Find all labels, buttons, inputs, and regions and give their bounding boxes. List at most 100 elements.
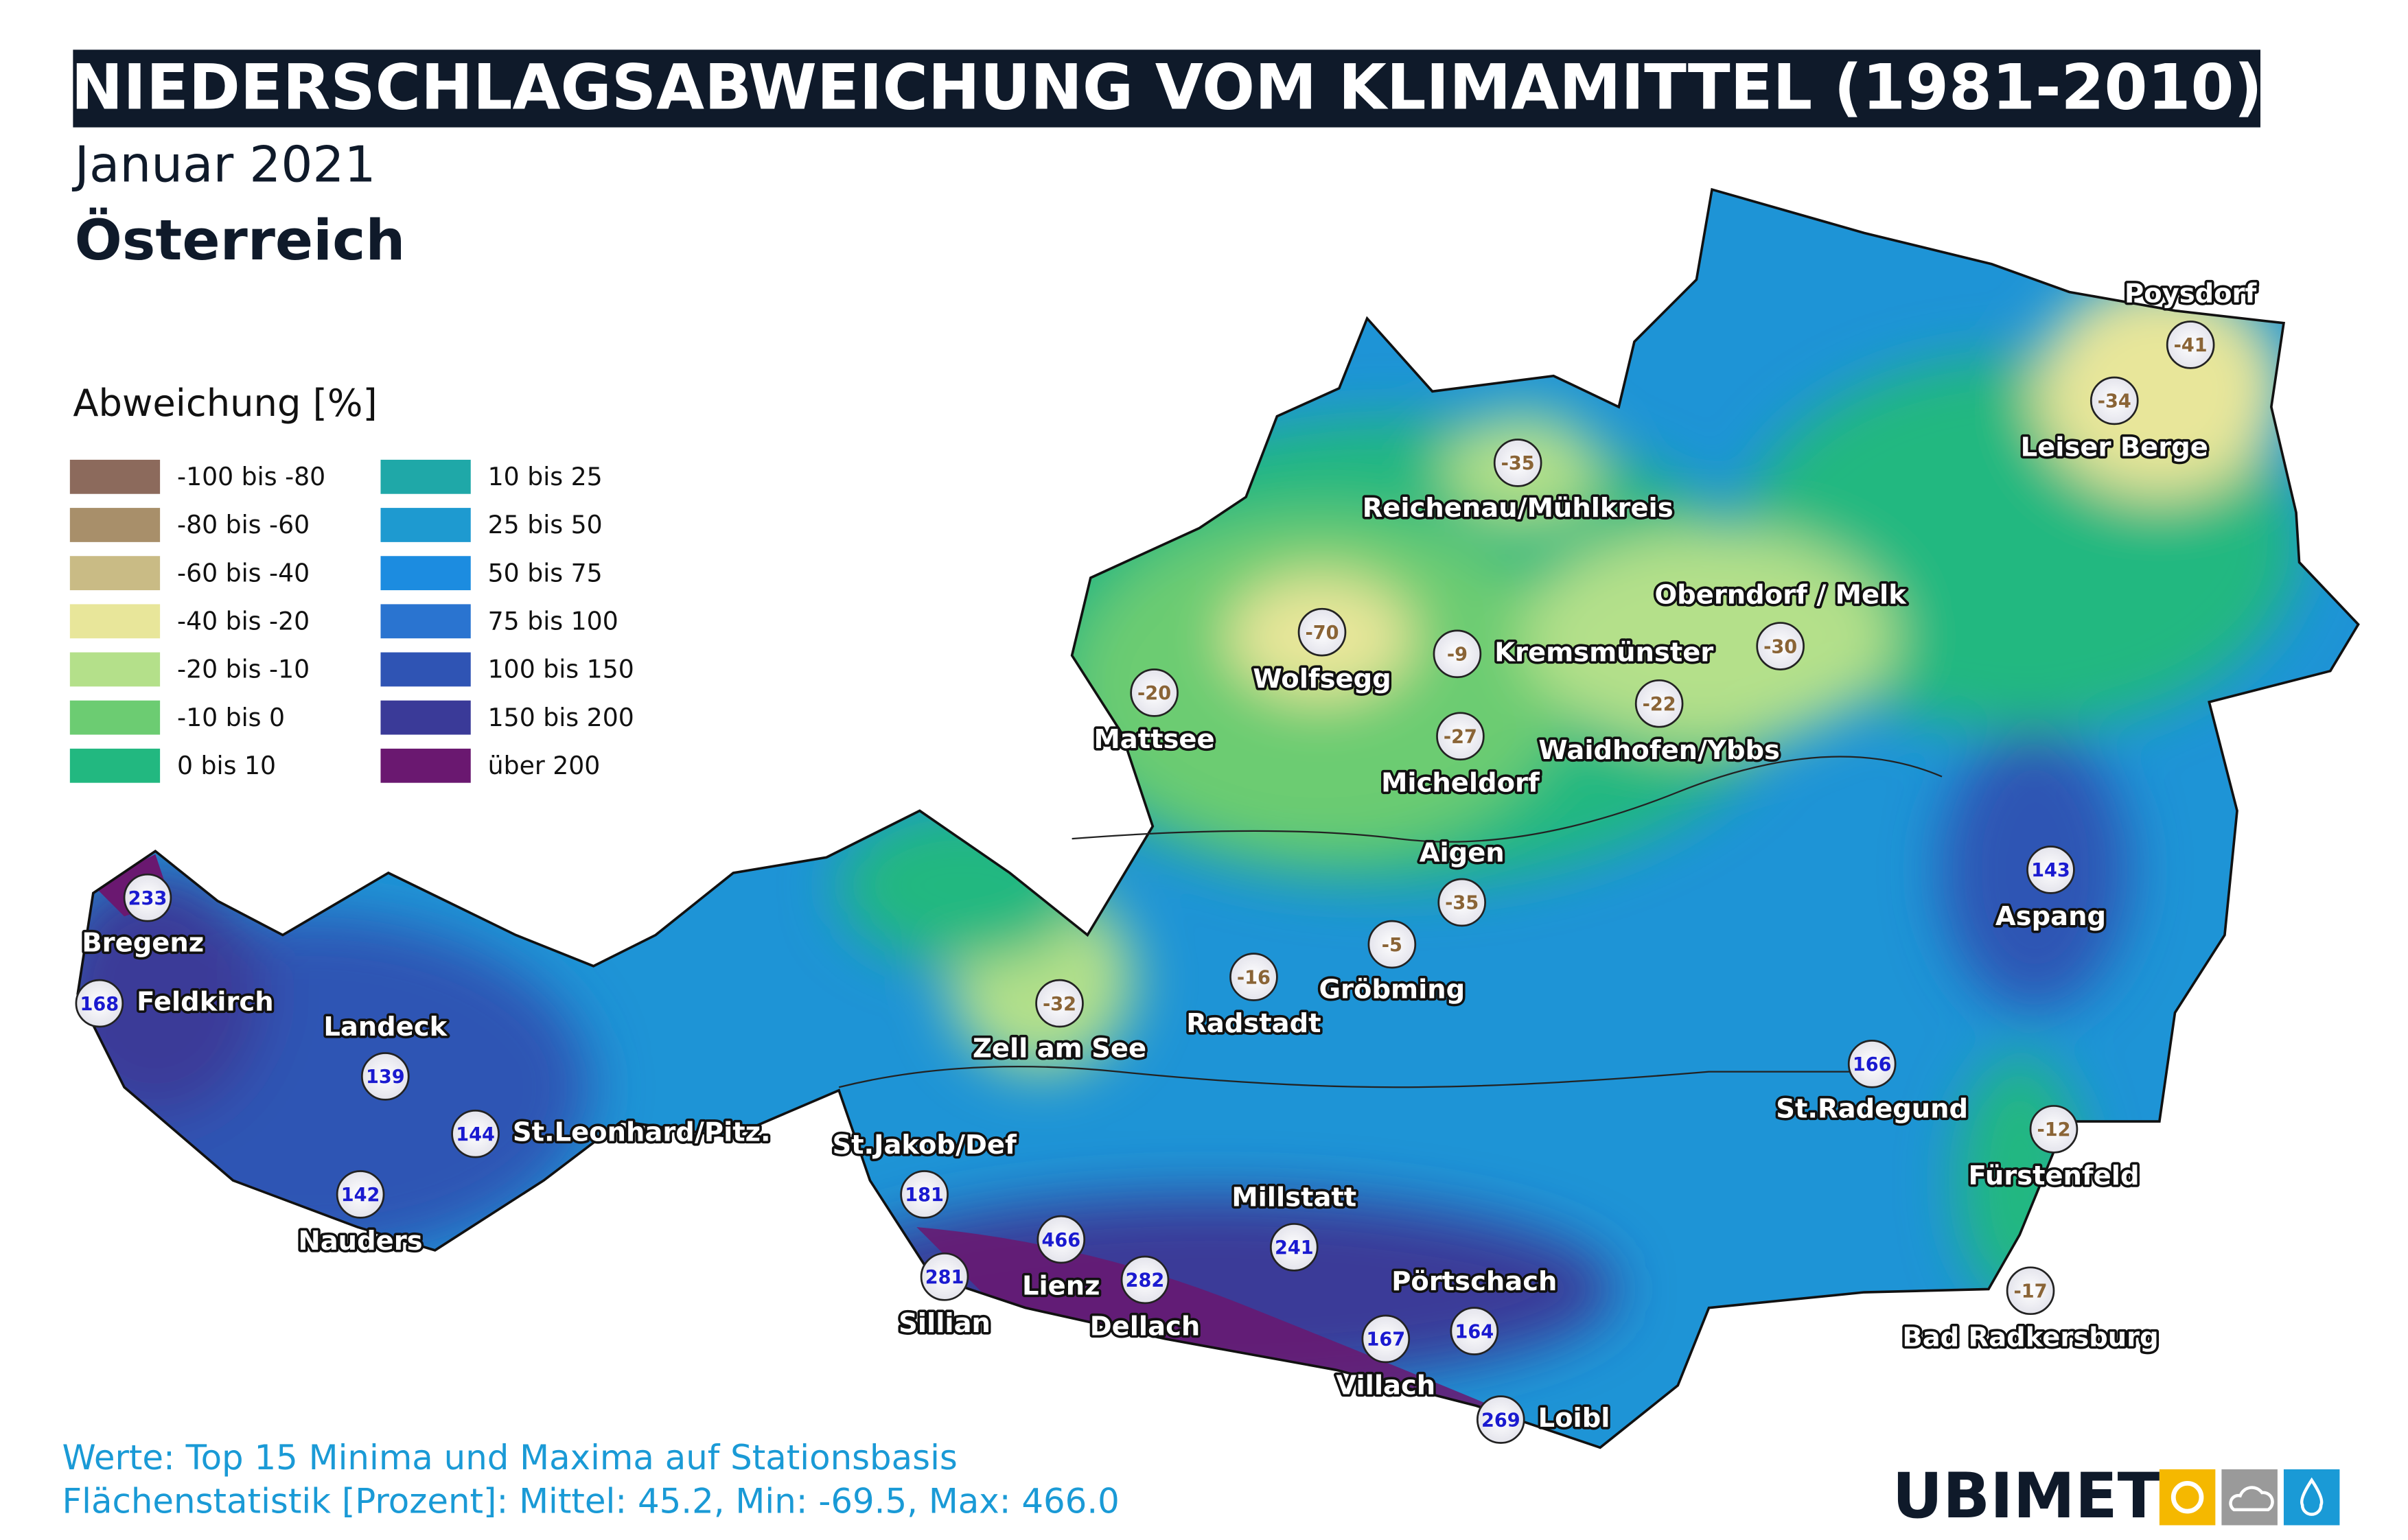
legend-swatch [380,459,471,494]
station-marker [123,873,172,922]
station-value: 281 [925,1267,964,1288]
station-name: Waidhofen/Ybbs [1538,735,1780,766]
legend-swatch [69,508,161,542]
station-value: -22 [1643,694,1676,715]
station-value: 166 [1853,1054,1892,1075]
station-marker [451,1109,500,1158]
logo-cloud [2229,1486,2274,1512]
legend-swatch [69,700,161,735]
station-name: St.Leonhard/Pitz. [513,1117,771,1148]
region: Österreich [75,207,406,273]
station-marker [1120,1255,1170,1305]
station-marker [1450,1307,1499,1355]
station-value: -34 [2098,391,2131,412]
station-name: Sillian [899,1308,991,1339]
title: NIEDERSCHLAGSABWEICHUNG VOM KLIMAMITTEL … [71,51,2262,124]
station-marker [75,979,124,1028]
station-name: St.Jakob/Def [832,1130,1017,1160]
station-value: 241 [1275,1237,1314,1259]
station-value: -12 [2037,1119,2070,1141]
station-marker [1437,878,1487,927]
station-value: -17 [2014,1281,2048,1303]
station-name: Bad Radkersburg [1902,1322,2158,1353]
station-name: Leiser Berge [2021,432,2208,463]
legend-swatch [380,604,471,639]
title-bar [73,49,2260,128]
station-name: Reichenau/Mühlkreis [1363,493,1674,524]
station-marker [1229,953,1278,1001]
legend-swatch [69,652,161,687]
legend-label: -100 bis -80 [177,462,325,491]
logo-drop [2300,1477,2324,1516]
station-value: -27 [1444,727,1477,748]
station-name: Pörtschach [1391,1266,1557,1297]
station-name: Gröbming [1319,974,1465,1005]
station-value: 269 [1481,1410,1520,1431]
station-name: Landeck [323,1012,448,1042]
station-name: Mattsee [1094,724,1215,755]
station-marker [1436,712,1485,761]
station-marker [336,1170,385,1219]
legend-swatch [380,556,471,591]
station-name: Nauders [299,1226,423,1257]
legend-swatch [380,700,471,735]
station-name: Villach [1336,1370,1435,1401]
station-marker [360,1052,410,1101]
legend-label: -80 bis -60 [177,510,310,539]
legend-swatch [69,556,161,591]
station-value: -5 [1382,935,1402,956]
logo-icon [2221,1469,2278,1526]
station-value: -41 [2174,335,2208,356]
legend-swatch [380,748,471,783]
legend-label: 10 bis 25 [488,462,603,491]
station-name: Oberndorf / Melk [1654,580,1907,611]
footer-stats: Flächenstatistik [Prozent]: Mittel: 45.2… [62,1481,1120,1521]
station-marker [1361,1314,1411,1364]
stations: -41 Poysdorf -34 Leiser Berge -35 Reichenau/M… [75,276,2260,1444]
station-value: -20 [1137,683,1171,704]
station-marker [1367,920,1417,969]
legend-label: über 200 [488,751,601,780]
station-value: 167 [1366,1329,1405,1351]
legend-label: -40 bis -20 [177,607,310,636]
station-value: 233 [128,888,167,909]
station-marker [1297,607,1347,657]
station-marker [1269,1223,1319,1272]
station-marker [2089,376,2139,425]
logo-sun [2170,1480,2204,1514]
station-marker [2026,845,2075,894]
station-name: Kremsmünster [1494,637,1713,668]
station-value: -16 [1237,967,1271,988]
legend-swatch [69,604,161,639]
station-value: -70 [1305,622,1339,644]
subtitle: Januar 2021 [72,136,376,194]
station-name: Millstatt [1231,1182,1356,1213]
station-marker [1634,679,1684,728]
station-marker [1130,668,1179,717]
station-marker [2166,320,2215,369]
station-value: -30 [1763,636,1797,657]
station-name: Aspang [1995,901,2106,932]
station-marker [1037,1215,1086,1264]
station-value: -32 [1043,994,1076,1015]
station-value: -35 [1445,893,1479,914]
legend-label: 100 bis 150 [488,655,634,684]
station-marker [1756,622,1805,670]
legend-label: 150 bis 200 [488,703,634,732]
legend-label: 75 bis 100 [488,607,618,636]
station-marker [1476,1395,1525,1444]
legend-title: Abweichung [%] [73,382,377,425]
station-value: 164 [1455,1321,1494,1342]
station-value: 144 [456,1124,495,1145]
station-name: Dellach [1090,1311,1201,1342]
legend-swatch [69,459,161,494]
legend-label: -60 bis -40 [177,558,310,587]
station-value: 282 [1126,1270,1165,1292]
station-name: Bregenz [82,928,204,959]
station-value: 181 [905,1185,944,1206]
legend: -100 bis -80 -80 bis -60 -60 bis -40 -40 bi… [69,459,634,783]
legend-label: 0 bis 10 [177,751,276,780]
station-value: -35 [1501,453,1535,474]
legend-label: -10 bis 0 [177,703,285,732]
